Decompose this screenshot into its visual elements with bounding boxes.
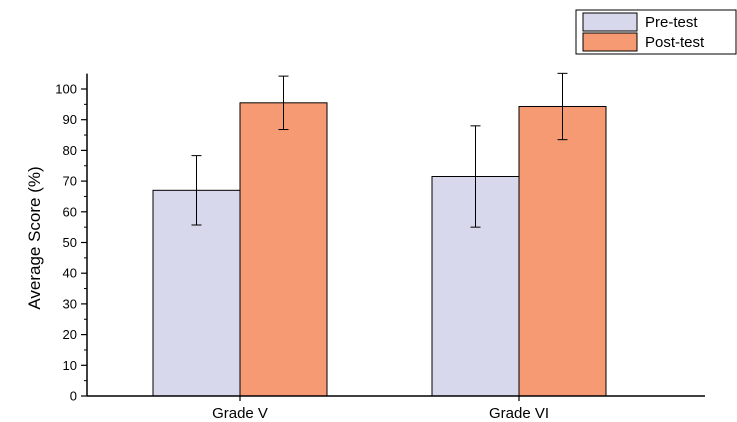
y-tick-label: 70 bbox=[63, 174, 77, 189]
y-tick-label: 50 bbox=[63, 235, 77, 250]
y-tick-label: 40 bbox=[63, 266, 77, 281]
bar-post-test bbox=[518, 105, 607, 397]
y-tick-label: 80 bbox=[63, 143, 77, 158]
y-axis: 0 10 20 30 40 50 60 70 80 90 100 bbox=[55, 73, 88, 404]
legend-label-pre-test: Pre-test bbox=[645, 14, 698, 31]
y-tick-label: 20 bbox=[63, 327, 77, 342]
x-tick-label: Grade V bbox=[212, 405, 268, 422]
y-tick-label: 90 bbox=[63, 112, 77, 127]
legend-swatch-post-test bbox=[582, 32, 638, 52]
y-tick-label: 60 bbox=[63, 204, 77, 219]
y-tick-label: 10 bbox=[63, 358, 77, 373]
y-tick-label: 30 bbox=[63, 296, 77, 311]
x-tick-label: Grade VI bbox=[489, 405, 549, 422]
y-tick-label: 100 bbox=[55, 82, 77, 97]
bar-post-test bbox=[239, 102, 328, 397]
x-axis: Grade V Grade VI bbox=[87, 395, 705, 422]
legend: Pre-test Post-test bbox=[575, 9, 737, 55]
y-axis-title: Average Score (%) bbox=[25, 166, 44, 309]
y-tick-label: 0 bbox=[70, 389, 77, 404]
legend-label-post-test: Post-test bbox=[645, 34, 705, 51]
error-bars-group bbox=[191, 72, 568, 228]
legend-swatch-pre-test bbox=[582, 12, 638, 32]
bars-group bbox=[152, 102, 607, 397]
